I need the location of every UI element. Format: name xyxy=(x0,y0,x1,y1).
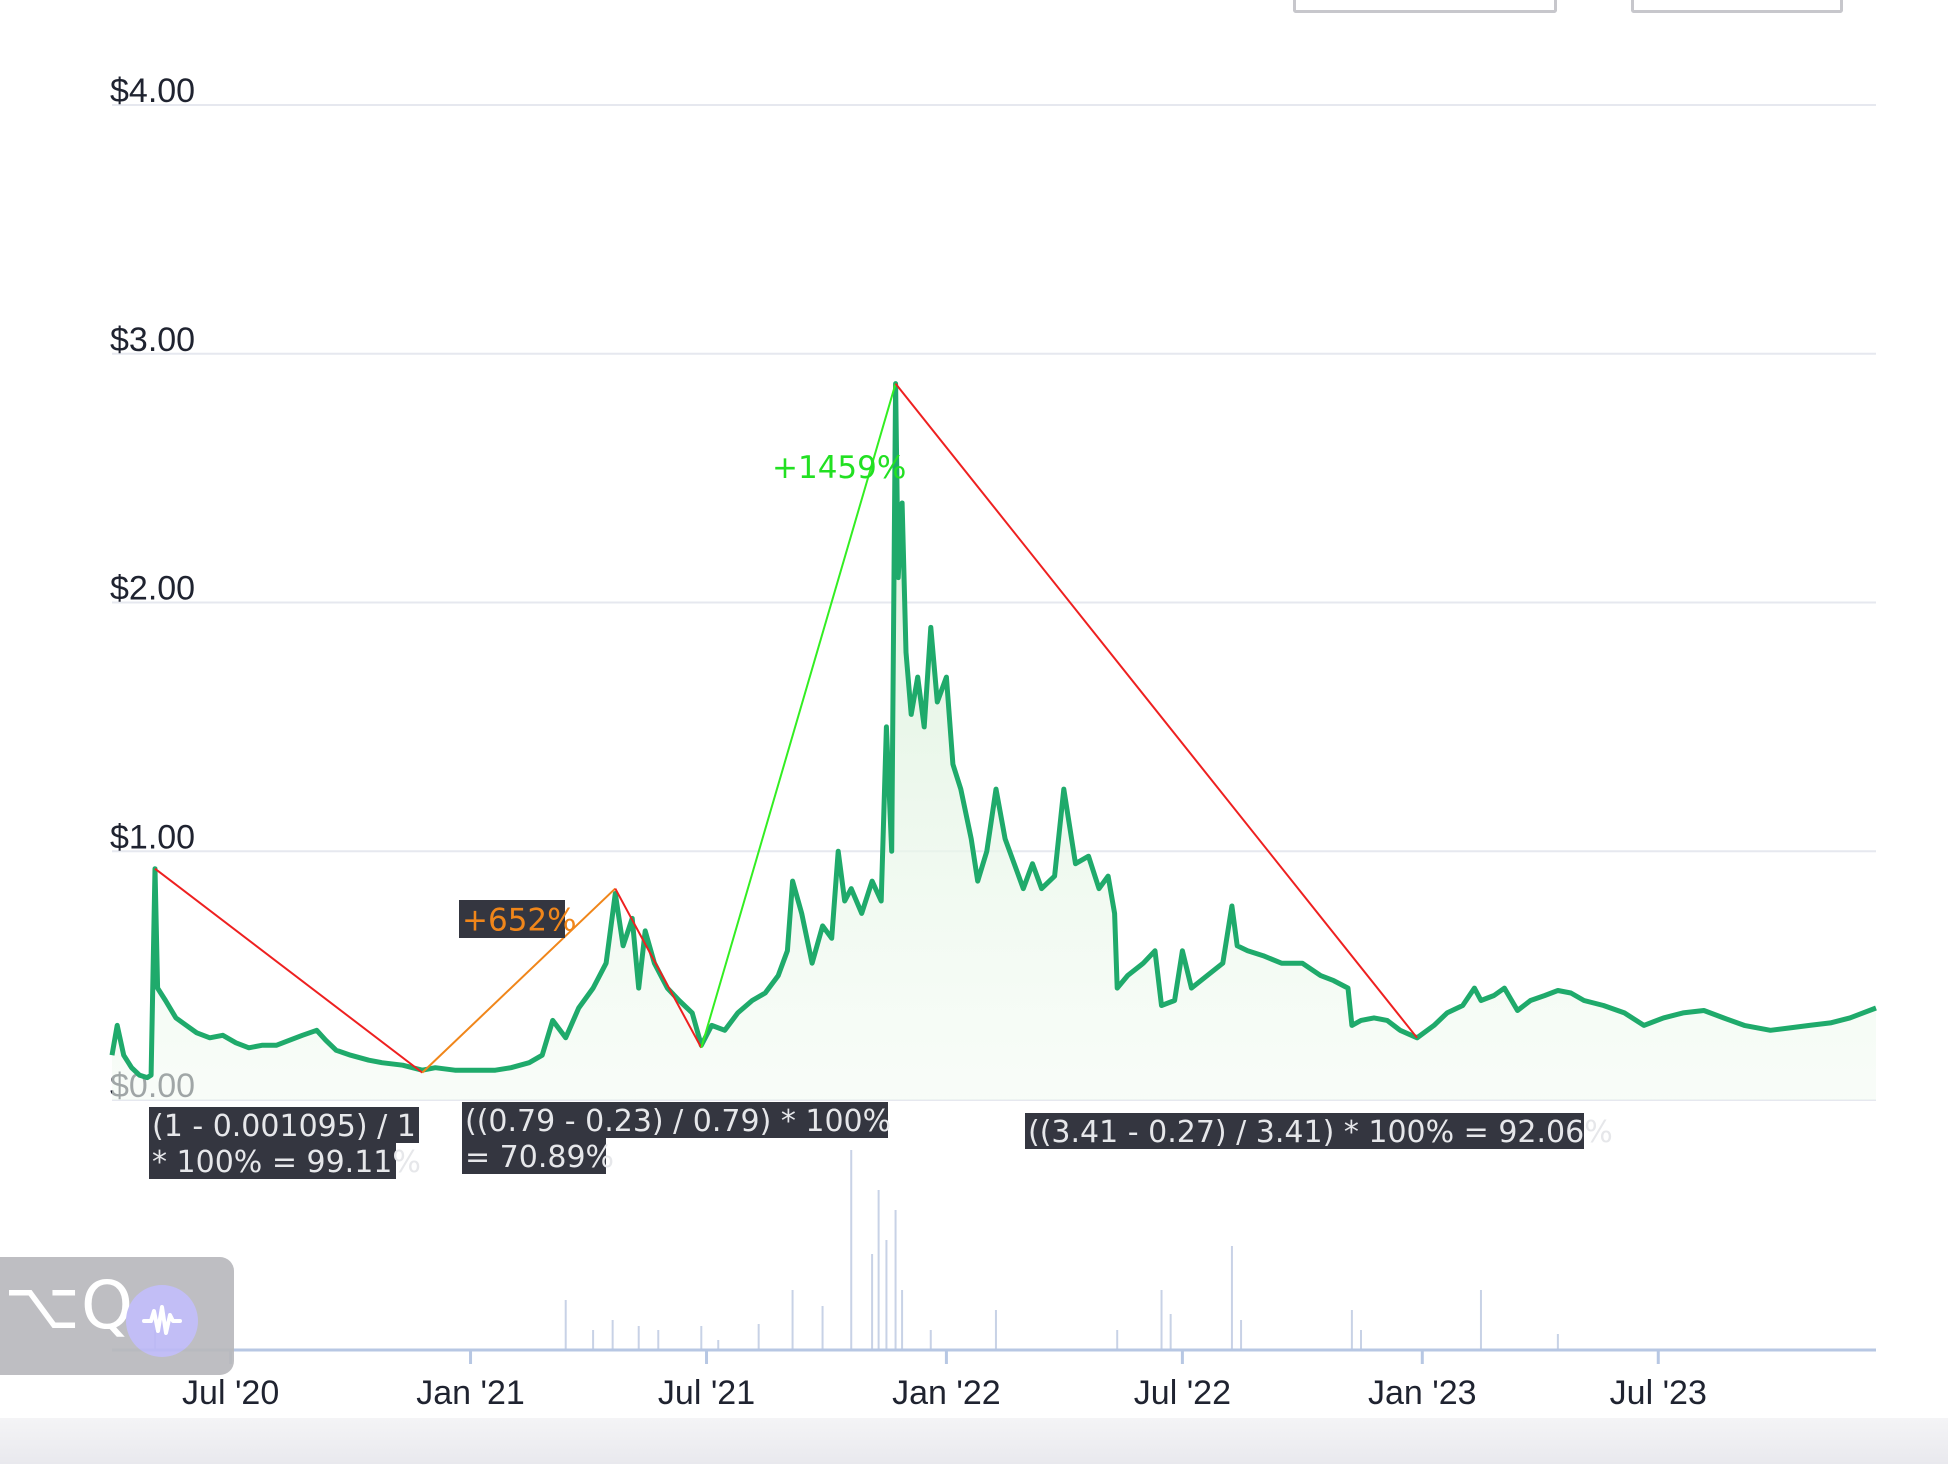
drawdown-label-1-bg xyxy=(149,1107,419,1143)
x-tick-label: Jul '21 xyxy=(658,1374,755,1412)
rally-label-2: +1459% xyxy=(772,450,906,486)
x-tick-label: Jan '23 xyxy=(1368,1374,1477,1412)
x-tick-label: Jul '23 xyxy=(1610,1374,1707,1412)
price-line xyxy=(109,381,1877,1081)
drawdown-label-3-bg xyxy=(1025,1113,1584,1149)
drawdown-label-2-bg xyxy=(462,1102,888,1138)
y-tick-label: $3.00 xyxy=(110,321,195,359)
y-tick-label: $4.00 xyxy=(110,72,195,110)
x-tick-label: Jan '21 xyxy=(416,1374,525,1412)
x-tick-label: Jan '22 xyxy=(892,1374,1001,1412)
rally-label-1-bg xyxy=(459,900,565,938)
range-button-2[interactable] xyxy=(1631,0,1843,13)
range-button-1[interactable] xyxy=(1293,0,1557,13)
rally-line xyxy=(700,383,897,1049)
drawdown-label-1-text: (1 - 0.001095) / 1 * 100% = 99.11% xyxy=(152,1109,421,1180)
x-tick-label: Jul '22 xyxy=(1134,1374,1231,1412)
price-area-fill xyxy=(112,383,1876,1101)
drawdown-label-3-text: ((3.41 - 0.27) / 3.41) * 100% = 92.06% xyxy=(1028,1115,1613,1150)
rally-line xyxy=(421,887,616,1074)
drawdown-label-1: (1 - 0.001095) / 1 * 100% = 99.11% xyxy=(149,1107,421,1180)
drawdown-label-2-text: ((0.79 - 0.23) / 0.79) * 100% = 70.89% xyxy=(465,1104,891,1175)
drawdown-line xyxy=(614,888,703,1049)
shortcut-text: ⌥Q xyxy=(4,1267,135,1344)
drawdown-label-2: ((0.79 - 0.23) / 0.79) * 100% = 70.89% xyxy=(462,1102,891,1175)
bottom-bar xyxy=(0,1418,1948,1464)
shortcut-badge[interactable]: ⌥Q xyxy=(0,1257,234,1375)
rally-label-1: +652% xyxy=(459,900,577,938)
y-tick-label: $1.00 xyxy=(110,818,195,856)
drawdown-label-3: ((3.41 - 0.27) / 3.41) * 100% = 92.06% xyxy=(1025,1113,1613,1150)
rally-label-1-text: +652% xyxy=(462,902,577,938)
drawdown-label-1-bg xyxy=(149,1143,396,1179)
drawdown-label-2-bg xyxy=(462,1138,606,1174)
y-tick-label: $2.00 xyxy=(110,570,195,608)
drawdown-line xyxy=(154,867,423,1074)
drawdown-line xyxy=(894,382,1418,1039)
waveform-icon[interactable] xyxy=(126,1285,198,1357)
x-tick-label: Jul '20 xyxy=(182,1374,279,1412)
